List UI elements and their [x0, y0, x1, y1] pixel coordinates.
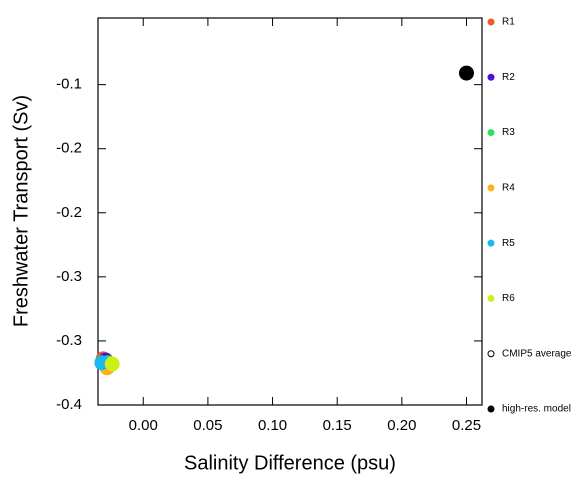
legend-label: R3 [502, 127, 515, 138]
y-tick-label: -0.2 [56, 140, 82, 157]
legend-label: CMIP5 average [502, 348, 572, 359]
legend-marker [487, 184, 495, 192]
x-tick-label: 0.20 [387, 417, 416, 434]
legend-marker [487, 350, 495, 358]
x-tick-label: 0.15 [323, 417, 352, 434]
legend-label: R6 [502, 293, 515, 304]
legend-label: high-res. model [502, 404, 571, 415]
x-tick-label: 0.10 [258, 417, 287, 434]
legend-marker [487, 294, 495, 302]
legend-label: R4 [502, 182, 515, 193]
plot-frame [97, 17, 483, 406]
y-tick-label: -0.3 [56, 332, 82, 349]
legend-marker [487, 129, 495, 137]
point [458, 65, 474, 81]
legend-marker [487, 18, 495, 26]
x-tick-label: 0.05 [193, 417, 222, 434]
y-tick-label: -0.3 [56, 268, 82, 285]
x-axis-title: Salinity Difference (psu) [184, 452, 396, 474]
legend-label: R2 [502, 72, 515, 83]
y-axis-title: Freshwater Transport (Sv) [10, 95, 32, 327]
legend-marker [487, 73, 495, 81]
legend-label: R1 [502, 17, 515, 28]
legend-label: R5 [502, 238, 515, 249]
y-tick-label: -0.2 [56, 204, 82, 221]
legend-marker [487, 405, 495, 413]
x-tick-label: 0.25 [452, 417, 481, 434]
y-tick-label: -0.1 [56, 76, 82, 93]
y-tick-label: -0.4 [56, 396, 82, 413]
x-tick-label: 0.00 [129, 417, 158, 434]
legend-marker [487, 239, 495, 247]
point [104, 356, 120, 372]
